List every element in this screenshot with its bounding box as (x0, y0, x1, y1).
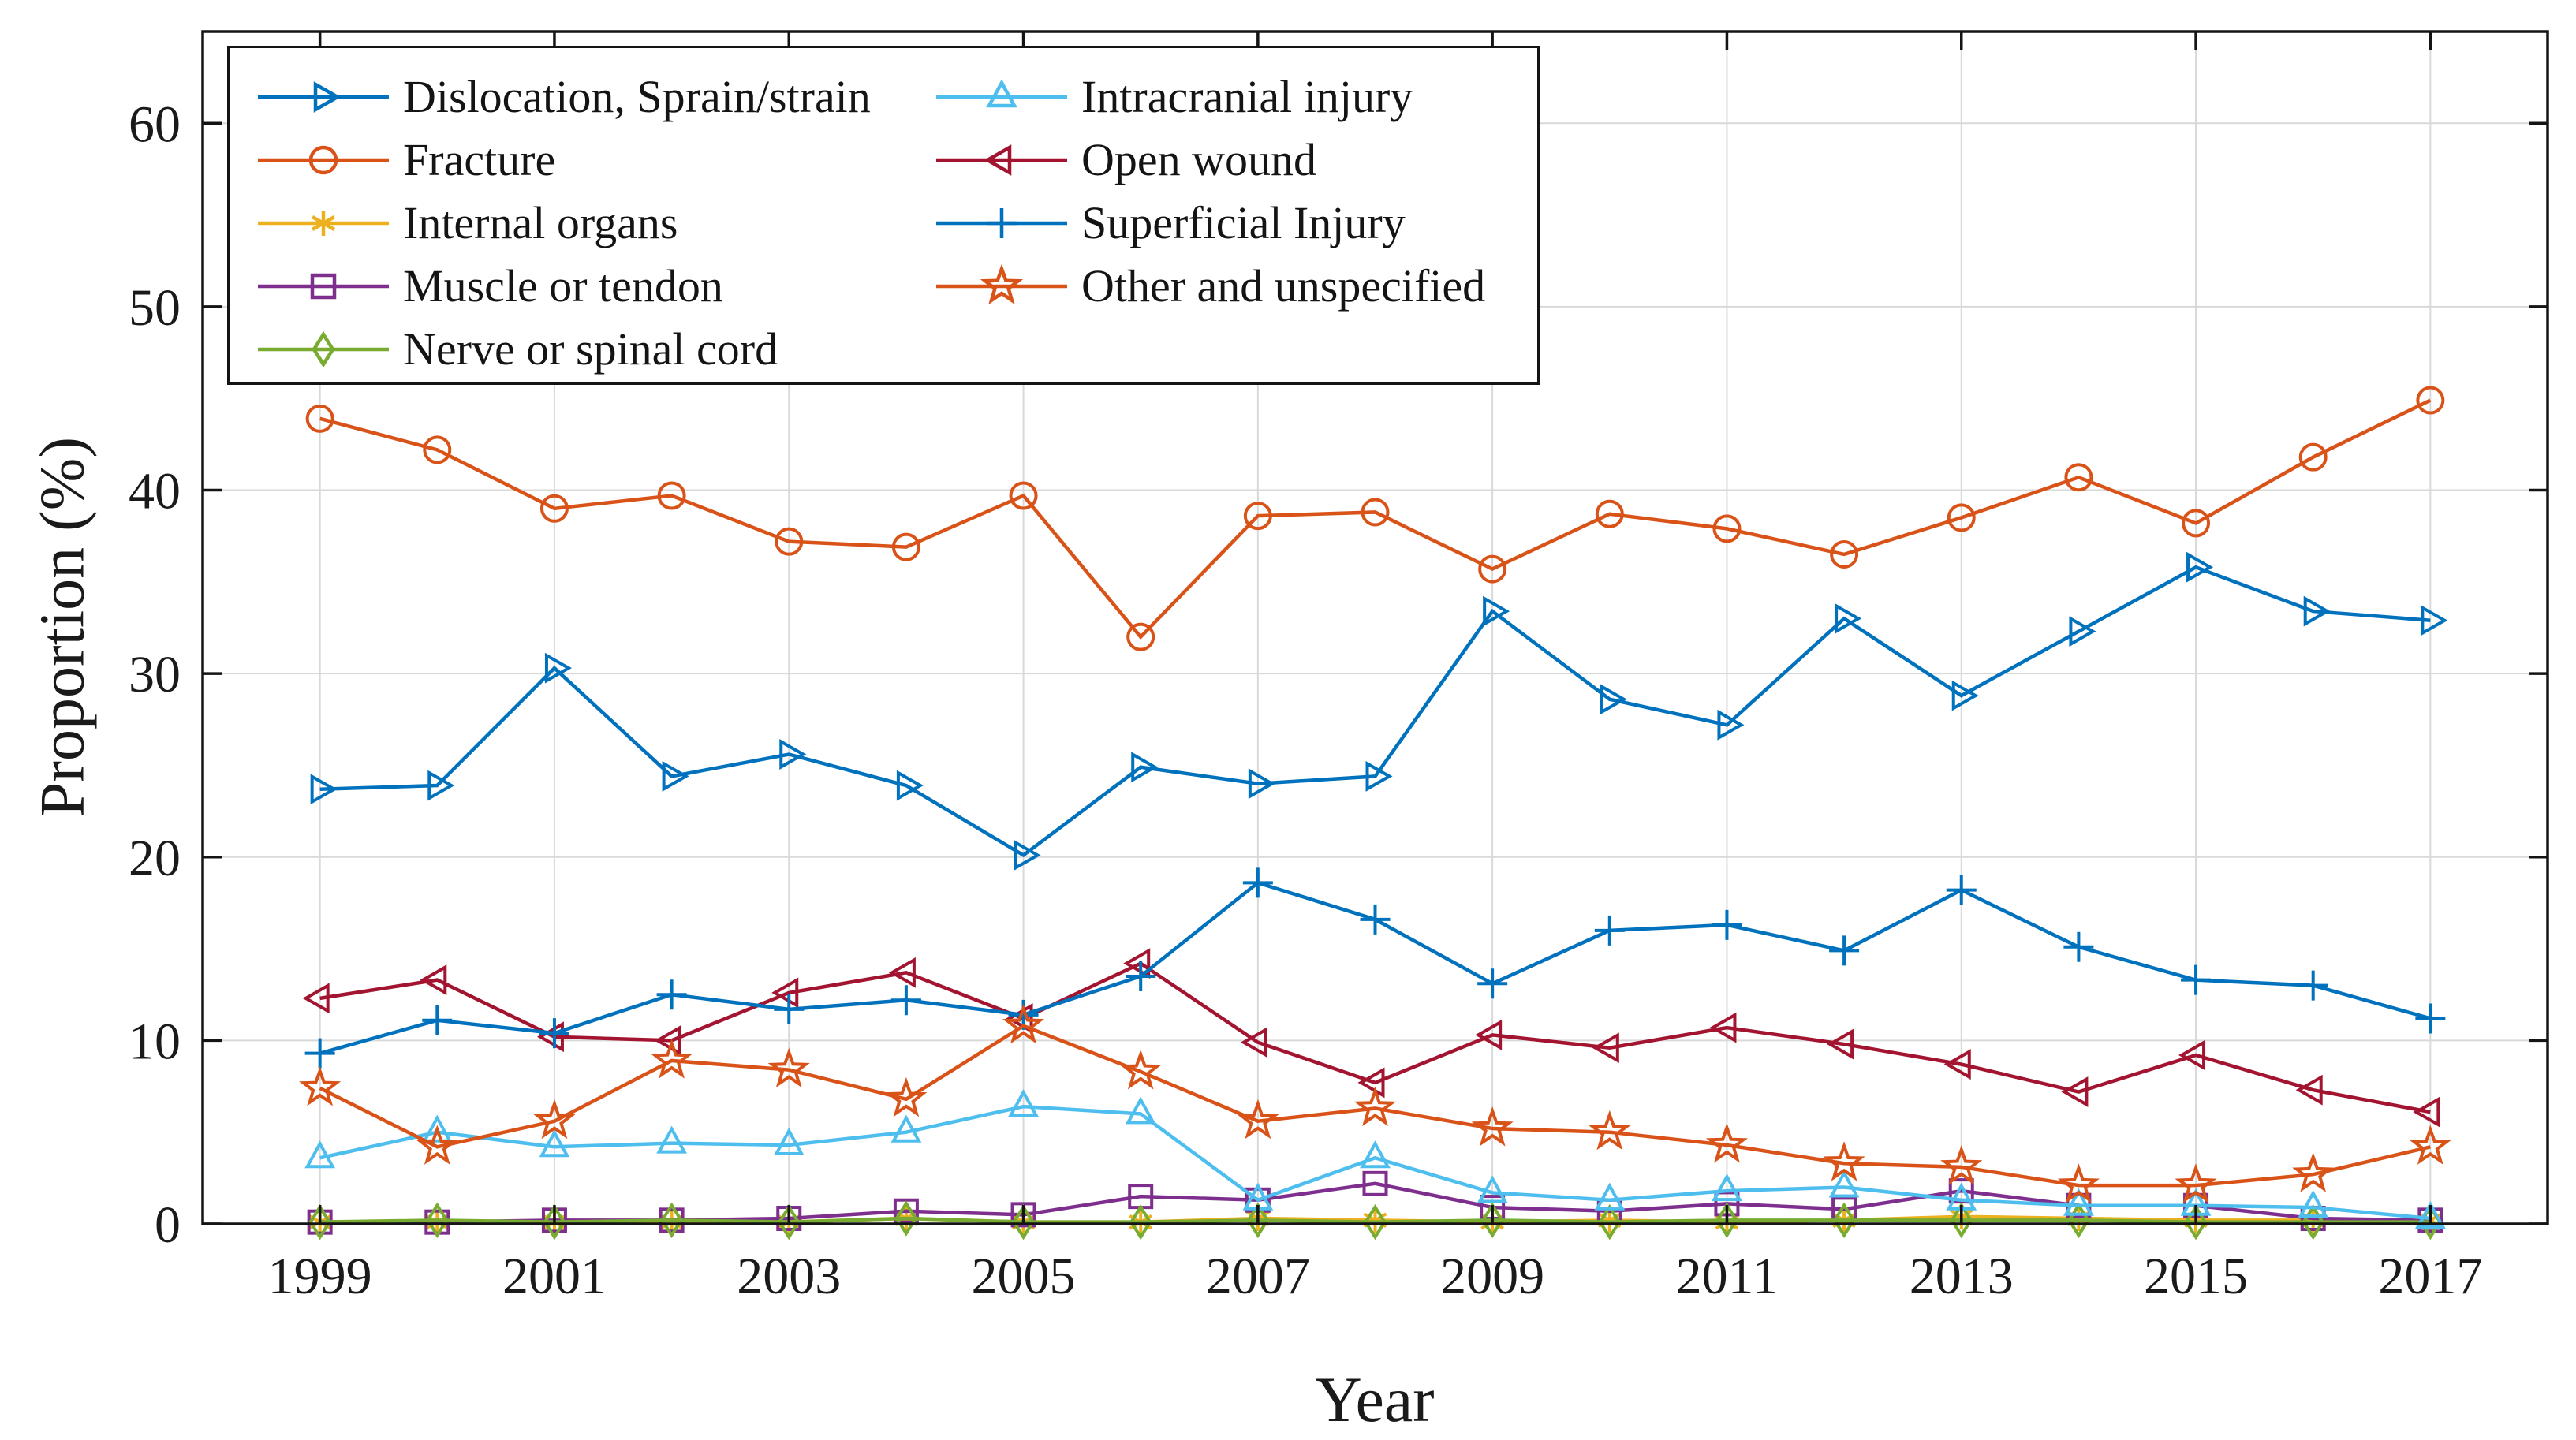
svg-text:2007: 2007 (1206, 1248, 1310, 1305)
series-0-markers (310, 551, 2448, 871)
circle-marker-icon (258, 145, 389, 175)
legend-label: Open wound (1081, 134, 1317, 185)
legend-item-fracture: Fracture (253, 132, 555, 188)
legend-label: Dislocation, Sprain/strain (403, 71, 871, 122)
legend-item-superficial: Superficial Injury (931, 195, 1406, 252)
y-axis-title: Proportion (%) (28, 436, 98, 818)
series-1-markers (305, 386, 2445, 651)
series-1-line (319, 398, 2432, 640)
svg-text:2017: 2017 (2378, 1248, 2482, 1305)
x-axis-title: Year (1315, 1364, 1435, 1435)
legend-item-muscle-tendon: Muscle or tendon (253, 258, 723, 315)
legend-item-open-wound: Open wound (931, 132, 1316, 188)
svg-text:40: 40 (129, 463, 181, 520)
series-5-line (319, 1104, 2431, 1221)
legend-item-internal-organs: Internal organs (253, 195, 678, 252)
plus-marker-icon (936, 208, 1067, 238)
svg-text:10: 10 (129, 1013, 181, 1070)
svg-text:30: 30 (129, 646, 181, 703)
series-8-line (319, 1024, 2431, 1188)
legend-label: Internal organs (403, 197, 678, 248)
asterisk-marker-icon (258, 211, 389, 236)
legend-label: Superficial Injury (1081, 197, 1406, 248)
legend-item-other: Other and unspecified (931, 258, 1485, 315)
series-0-line (319, 565, 2431, 858)
legend-label: Fracture (403, 134, 556, 185)
square-marker-icon (258, 273, 389, 300)
svg-text:0: 0 (155, 1196, 181, 1254)
axes-box (201, 30, 2549, 1225)
series-4-line (319, 1216, 2431, 1224)
legend-label: Muscle or tendon (403, 260, 723, 312)
svg-text:2013: 2013 (1910, 1248, 2014, 1305)
svg-text:2011: 2011 (1676, 1248, 1779, 1305)
diamond-marker-icon (258, 330, 389, 368)
series-8-markers (299, 1003, 2451, 1203)
svg-text:20: 20 (129, 830, 181, 887)
series-7-markers (304, 867, 2446, 1069)
legend-label: Nerve or spinal cord (403, 323, 778, 375)
right-triangle-marker-icon (258, 81, 389, 113)
tick-labels: 1999 2001 2003 2005 2007 2009 2011 2013 2015 2017… (129, 95, 2482, 1305)
up-triangle-marker-icon (936, 79, 1067, 108)
svg-text:50: 50 (129, 279, 181, 337)
svg-text:60: 60 (129, 95, 181, 153)
left-triangle-marker-icon (936, 144, 1067, 176)
svg-text:2003: 2003 (737, 1248, 841, 1305)
series-6-markers (302, 948, 2440, 1128)
legend-box: Dislocation, Sprain/strain Fracture Inte… (227, 46, 1540, 385)
svg-text:2005: 2005 (972, 1248, 1076, 1305)
svg-text:1999: 1999 (268, 1248, 372, 1305)
series-5-markers (304, 1088, 2446, 1229)
pentagram-marker-icon (936, 263, 1067, 305)
legend-item-dislocation: Dislocation, Sprain/strain (253, 69, 871, 125)
legend-item-intracranial: Intracranial injury (931, 69, 1413, 125)
legend-item-nerve-spinal: Nerve or spinal cord (253, 321, 778, 378)
legend-label: Intracranial injury (1081, 71, 1413, 122)
svg-text:2009: 2009 (1440, 1248, 1544, 1305)
legend-label: Other and unspecified (1081, 260, 1486, 312)
svg-text:2001: 2001 (502, 1248, 607, 1305)
svg-text:2015: 2015 (2144, 1248, 2248, 1305)
